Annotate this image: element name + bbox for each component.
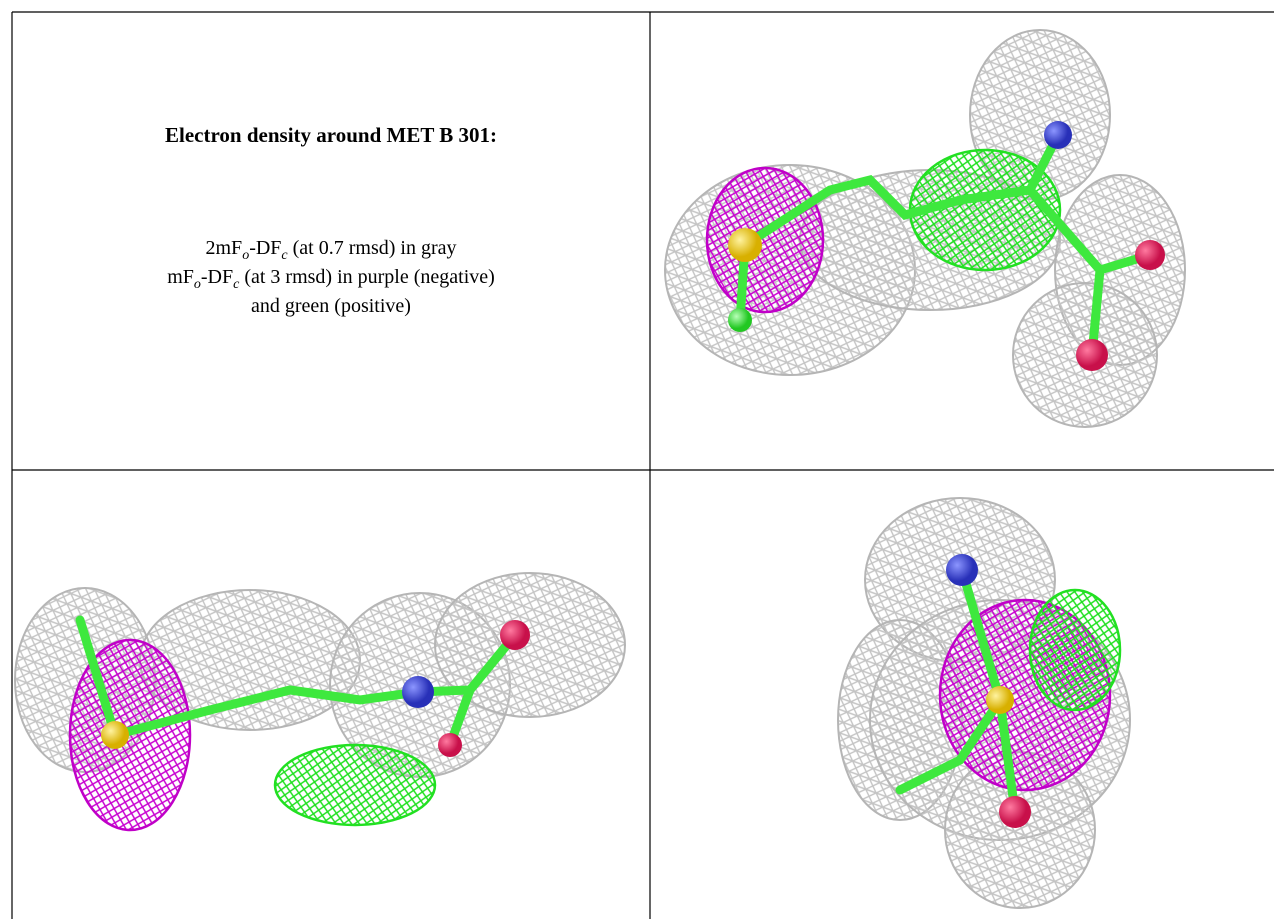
atom — [986, 686, 1014, 714]
atom — [500, 620, 530, 650]
text: -DF — [249, 237, 281, 259]
atom — [402, 676, 434, 708]
bond — [895, 565, 1020, 817]
text: (at 0.7 rmsd) in gray — [288, 237, 457, 259]
atom — [1044, 121, 1072, 149]
density-view — [664, 29, 1186, 428]
atom — [101, 721, 129, 749]
atom — [438, 733, 462, 757]
text: -DF — [201, 266, 233, 288]
atom — [1135, 240, 1165, 270]
caption-title: Electron density around MET B 301: — [165, 123, 497, 147]
atom — [946, 554, 978, 586]
mesh — [705, 166, 825, 314]
subscript: c — [233, 277, 240, 292]
atom — [728, 308, 752, 332]
mesh — [1028, 588, 1122, 712]
caption-line: and green (positive) — [251, 295, 411, 317]
text: and green (positive) — [251, 295, 411, 317]
atom — [728, 228, 762, 262]
subscript: o — [242, 248, 249, 263]
text: 2mF — [206, 237, 243, 259]
caption-line: 2mFo-DFc (at 0.7 rmsd) in gray — [206, 237, 457, 263]
table-border — [11, 11, 1274, 919]
atom — [999, 796, 1031, 828]
bond — [735, 130, 1155, 360]
mesh — [273, 743, 437, 827]
subscript: c — [281, 248, 288, 263]
density-view — [837, 497, 1131, 909]
text: mF — [167, 266, 194, 288]
subscript: o — [194, 277, 201, 292]
text: (at 3 rmsd) in purple (negative) — [239, 266, 494, 288]
density-view — [14, 572, 626, 832]
caption-line: mFo-DFc (at 3 rmsd) in purple (negative) — [167, 266, 495, 292]
atom — [1076, 339, 1108, 371]
